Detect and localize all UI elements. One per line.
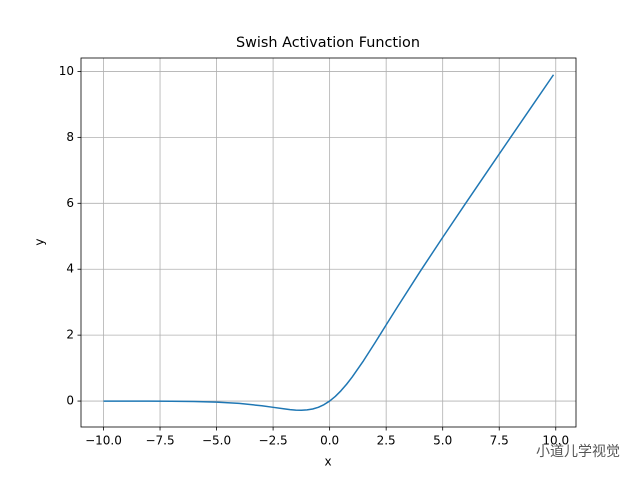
y-tick-label: 0 [66, 394, 74, 408]
x-tick-label: 2.5 [377, 434, 396, 448]
x-tick-label: 5.0 [433, 434, 452, 448]
watermark: 小道儿学视觉 [536, 444, 620, 460]
plot-frame [80, 57, 577, 428]
x-tick-label: −7.5 [145, 434, 174, 448]
y-tick-label: 6 [66, 196, 74, 210]
x-tick-label: −5.0 [202, 434, 231, 448]
x-tick-label: 0.0 [320, 434, 339, 448]
y-axis-label: y [33, 238, 47, 245]
line-series [103, 74, 555, 411]
x-tick-label: 10.0 [542, 434, 569, 448]
y-tick-label: 4 [66, 262, 74, 276]
y-tick-label: 8 [66, 130, 74, 144]
y-tick-label: 2 [66, 328, 74, 342]
x-axis-label: x [324, 455, 331, 469]
y-tick-label: 10 [59, 64, 74, 78]
x-tick-label: −10.0 [85, 434, 122, 448]
x-tick-label: −2.5 [259, 434, 288, 448]
x-tick-label: 7.5 [490, 434, 509, 448]
chart-title: Swish Activation Function [236, 35, 420, 51]
